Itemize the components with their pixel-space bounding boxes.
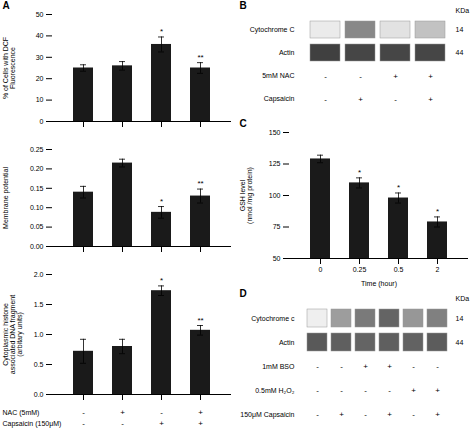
svg-text:-: -	[316, 410, 319, 419]
svg-text:-: -	[340, 362, 343, 371]
svg-text:KDa: KDa	[456, 295, 470, 302]
svg-text:+: +	[198, 408, 203, 417]
svg-text:+: +	[428, 95, 433, 104]
svg-text:14: 14	[456, 26, 464, 33]
svg-text:+: +	[393, 72, 398, 81]
svg-text:Actin: Actin	[279, 339, 295, 346]
svg-text:C: C	[240, 118, 247, 129]
svg-text:0: 0	[40, 118, 44, 125]
svg-text:1.5: 1.5	[34, 301, 44, 308]
svg-text:1mM BSO: 1mM BSO	[262, 363, 295, 370]
svg-text:-: -	[324, 95, 327, 104]
svg-text:44: 44	[456, 339, 464, 346]
svg-text:150μM Capsaicin: 150μM Capsaicin	[240, 411, 294, 419]
svg-text:0.25: 0.25	[30, 146, 44, 153]
svg-text:-: -	[82, 408, 85, 417]
svg-text:+: +	[339, 410, 344, 419]
svg-text:0.0: 0.0	[34, 391, 44, 398]
svg-text:+: +	[198, 419, 203, 428]
svg-text:10: 10	[36, 96, 44, 103]
svg-text:30: 30	[36, 54, 44, 61]
svg-text:% of Cells with DCFFluorescenc: % of Cells with DCFFluorescence	[2, 37, 16, 99]
svg-text:150: 150	[269, 129, 281, 136]
svg-text:0.5: 0.5	[34, 361, 44, 368]
svg-text:0.5mM H₂O₂: 0.5mM H₂O₂	[255, 387, 295, 394]
svg-text:-: -	[316, 362, 319, 371]
svg-text:*: *	[160, 197, 163, 206]
svg-text:125: 125	[269, 160, 281, 167]
svg-text:-: -	[436, 362, 439, 371]
svg-text:+: +	[387, 362, 392, 371]
svg-text:44: 44	[456, 49, 464, 56]
svg-text:+: +	[363, 362, 368, 371]
svg-text:+: +	[435, 386, 440, 395]
svg-text:-: -	[394, 95, 397, 104]
svg-text:0.15: 0.15	[30, 185, 44, 192]
svg-text:-: -	[316, 386, 319, 395]
svg-text:**: **	[197, 53, 203, 62]
svg-text:Cytochrome C: Cytochrome C	[250, 26, 295, 34]
svg-text:75: 75	[273, 223, 281, 230]
svg-text:0.10: 0.10	[30, 204, 44, 211]
svg-text:Cytochrome c: Cytochrome c	[251, 315, 295, 323]
svg-text:100: 100	[269, 192, 281, 199]
svg-text:GSH level(nmol /mg protein): GSH level(nmol /mg protein)	[239, 167, 254, 224]
svg-text:2: 2	[436, 266, 440, 273]
svg-text:-: -	[412, 410, 415, 419]
svg-text:*: *	[397, 183, 400, 192]
svg-text:KDa: KDa	[456, 7, 470, 14]
svg-text:0.00: 0.00	[30, 243, 44, 250]
svg-text:0.05: 0.05	[30, 223, 44, 230]
svg-text:**: **	[197, 316, 203, 325]
svg-text:B: B	[240, 0, 247, 11]
svg-text:2.0: 2.0	[34, 271, 44, 278]
svg-text:*: *	[160, 27, 163, 36]
svg-text:+: +	[358, 95, 363, 104]
svg-text:-: -	[82, 419, 85, 428]
svg-text:-: -	[364, 410, 367, 419]
svg-text:0: 0	[319, 266, 323, 273]
svg-text:-: -	[359, 72, 362, 81]
svg-text:-: -	[412, 362, 415, 371]
svg-text:0.5: 0.5	[394, 266, 404, 273]
svg-text:*: *	[160, 276, 163, 285]
svg-text:50: 50	[36, 11, 44, 18]
svg-text:-: -	[364, 386, 367, 395]
svg-text:-: -	[160, 408, 163, 417]
svg-text:5mM NAC: 5mM NAC	[262, 72, 294, 79]
svg-text:-: -	[324, 72, 327, 81]
svg-text:+: +	[428, 72, 433, 81]
svg-text:40: 40	[36, 32, 44, 39]
svg-text:Time (hour): Time (hour)	[361, 280, 397, 288]
svg-text:Actin: Actin	[279, 49, 295, 56]
svg-text:+: +	[387, 410, 392, 419]
svg-text:+: +	[411, 386, 416, 395]
svg-text:0.20: 0.20	[30, 165, 44, 172]
svg-text:Capsaicin (150μM): Capsaicin (150μM)	[3, 420, 62, 428]
svg-text:14: 14	[456, 315, 464, 322]
svg-text:50: 50	[273, 255, 281, 262]
svg-text:20: 20	[36, 75, 44, 82]
svg-text:1.0: 1.0	[34, 331, 44, 338]
svg-text:0.25: 0.25	[353, 266, 367, 273]
svg-text:+: +	[159, 419, 164, 428]
svg-text:A: A	[3, 0, 10, 11]
svg-text:-: -	[121, 419, 124, 428]
svg-text:-: -	[388, 386, 391, 395]
svg-text:Cytoplasmic histoneassociated: Cytoplasmic histoneassociated DNA fragme…	[2, 295, 24, 374]
svg-text:+: +	[120, 408, 125, 417]
svg-text:*: *	[436, 207, 439, 216]
svg-text:Membrane potential: Membrane potential	[2, 167, 10, 229]
svg-text:NAC (5mM): NAC (5mM)	[3, 409, 40, 417]
svg-text:D: D	[240, 288, 247, 299]
svg-text:Capsaicin: Capsaicin	[264, 95, 295, 103]
svg-text:**: **	[197, 179, 203, 188]
svg-text:*: *	[358, 168, 361, 177]
svg-text:-: -	[340, 386, 343, 395]
svg-text:+: +	[435, 410, 440, 419]
